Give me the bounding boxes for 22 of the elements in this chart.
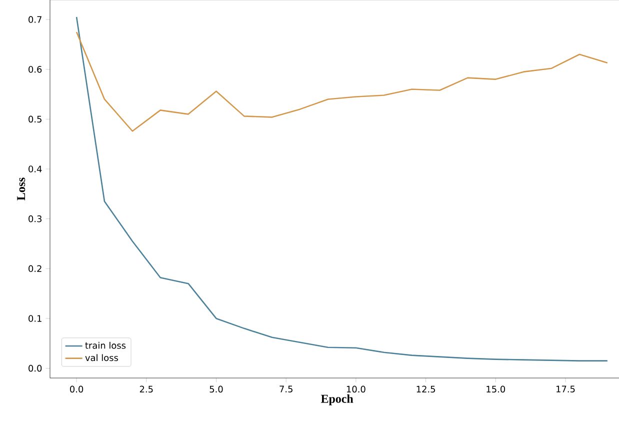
- x-tick-label: 7.5: [280, 386, 292, 392]
- y-tick-label: 0.4: [28, 166, 42, 172]
- y-tick-label: 0.2: [28, 265, 42, 272]
- y-tick-label: 0.5: [28, 116, 42, 123]
- x-tick-label: 2.5: [140, 386, 153, 393]
- x-tick-label: 10.0: [346, 386, 366, 393]
- legend-label: train loss: [85, 342, 126, 349]
- legend-label: val loss: [85, 354, 118, 362]
- x-tick-label: 0.0: [70, 386, 84, 393]
- line-series: [76, 16, 608, 362]
- line-series: [76, 31, 608, 132]
- y-tick-label: 0.3: [28, 215, 42, 222]
- x-tick-label: 12.5: [416, 386, 435, 393]
- x-tick-label: 5.0: [210, 386, 223, 393]
- x-tick-label: 15.0: [486, 386, 506, 393]
- y-axis-title: Loss: [17, 178, 26, 200]
- y-tick-label: 0.1: [28, 315, 42, 322]
- x-axis-title: Epoch: [321, 394, 354, 406]
- y-tick-label: 0.7: [28, 16, 42, 23]
- y-tick-label: 0.6: [28, 66, 42, 73]
- x-tick-label: 17.5: [556, 386, 575, 392]
- y-tick-label: 0.0: [28, 364, 42, 372]
